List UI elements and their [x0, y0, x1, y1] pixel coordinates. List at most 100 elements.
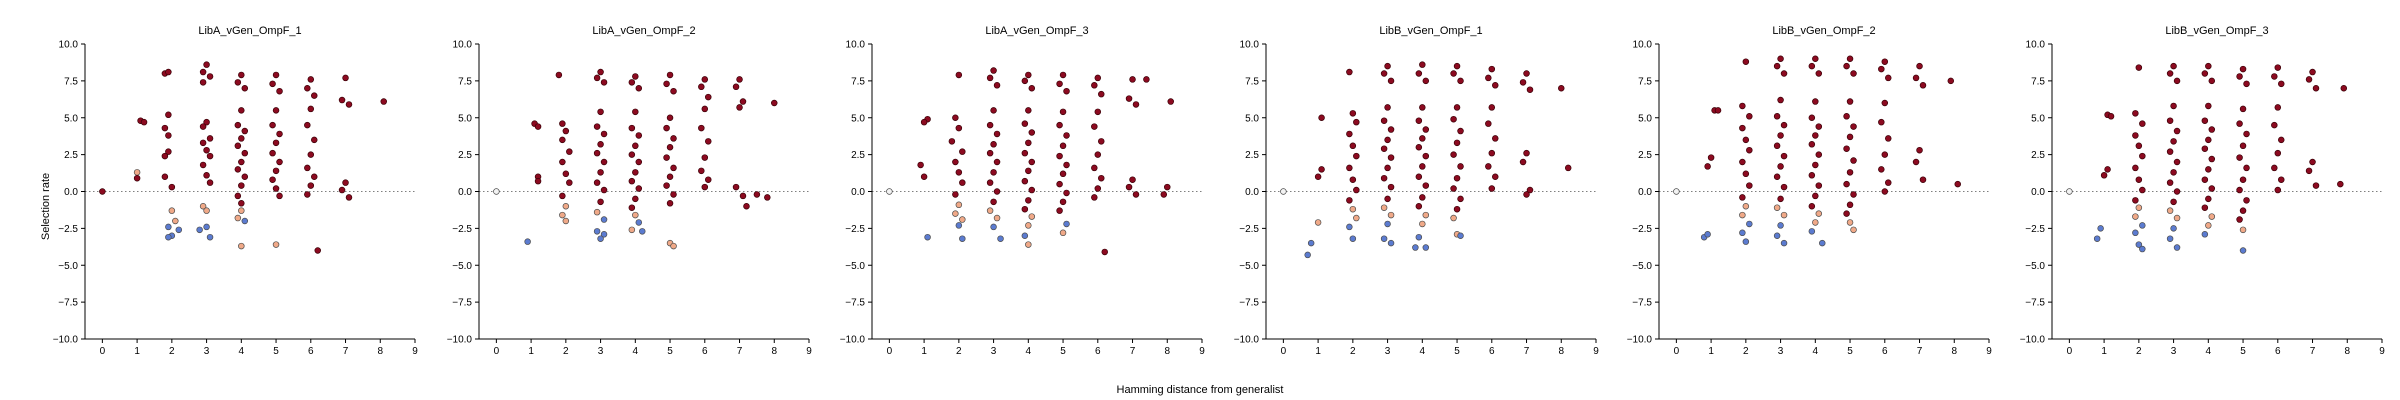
scatter-point [1457, 195, 1464, 203]
scatter-point [1164, 183, 1171, 191]
x-tick-label: 8 [377, 346, 383, 357]
y-tick-label: 10.0 [59, 40, 79, 51]
scatter-point [635, 219, 643, 226]
x-tick-label: 8 [771, 346, 777, 357]
scatter-point [1912, 74, 1920, 82]
scatter-point [1143, 76, 1150, 83]
panel-2: LibA_vGen_OmpF_2 −10.0 −7.5 −5.0 −2.5 0.0 2.5 5… [447, 25, 813, 357]
scatter-point [952, 191, 959, 198]
scatter-point [1954, 180, 1961, 188]
x-tick-label: 1 [2101, 346, 2107, 357]
scatter-point [1353, 152, 1360, 160]
scatter-point [632, 195, 639, 203]
y-tick-label: −10.0 [1627, 335, 1653, 346]
scatter-point [952, 210, 959, 217]
scatter-point [269, 80, 276, 88]
scatter-point [1812, 219, 1819, 226]
scatter-point [269, 121, 276, 129]
scatter-point [342, 74, 349, 82]
scatter-point [1846, 169, 1854, 176]
scatter-point [2166, 117, 2174, 124]
scatter-point [307, 182, 315, 189]
scatter-point [600, 79, 608, 86]
scatter-point [701, 183, 709, 191]
scatter-point [234, 121, 242, 129]
y-tick-label: 0.0 [64, 187, 78, 198]
scatter-point [1777, 132, 1784, 139]
scatter-point [1094, 185, 1102, 192]
scatter-point [234, 142, 242, 150]
scatter-point [1916, 62, 1923, 70]
scatter-point [2271, 164, 2278, 172]
scatter-point [593, 74, 601, 82]
scatter-point [2208, 185, 2216, 192]
scatter-point [2236, 73, 2243, 80]
scatter-point [986, 207, 994, 214]
scatter-point [593, 123, 601, 130]
scatter-point [140, 118, 148, 126]
scatter-point [1063, 189, 1070, 197]
scatter-point [2139, 245, 2146, 253]
scatter-point [597, 169, 604, 176]
scatter-point [1808, 172, 1816, 179]
scatter-point [1673, 188, 1680, 195]
scatter-point [2166, 207, 2174, 214]
scatter-point [597, 198, 604, 206]
scatter-point [524, 238, 531, 245]
scatter-point [1488, 185, 1496, 192]
scatter-point [986, 121, 994, 129]
y-tick-label: 7.5 [1638, 76, 1652, 87]
scatter-point [1739, 211, 1746, 219]
scatter-point [2139, 152, 2146, 160]
scatter-point [628, 151, 636, 158]
scatter-point [1094, 74, 1102, 82]
scatter-point [269, 176, 276, 183]
scatter-point [2201, 204, 2209, 211]
y-tick-label: 0.0 [1245, 187, 1259, 198]
scatter-point [1773, 142, 1781, 150]
scatter-point [670, 242, 677, 250]
scatter-point [161, 152, 169, 160]
scatter-point [238, 135, 245, 142]
scatter-point [1098, 138, 1105, 145]
scatter-point [99, 188, 106, 195]
scatter-point [238, 71, 245, 79]
y-tick-label: −7.5 [2025, 298, 2045, 309]
x-tick-label: 2 [956, 346, 962, 357]
scatter-point [1346, 164, 1353, 172]
x-tick-label: 2 [1350, 346, 1356, 357]
scatter-point [670, 164, 677, 172]
scatter-point [1059, 71, 1067, 79]
scatter-point [1777, 163, 1784, 170]
scatter-point [1843, 113, 1850, 120]
scatter-point [666, 200, 674, 207]
scatter-point [990, 198, 997, 206]
scatter-point [2132, 197, 2139, 204]
panel-title: LibA_vGen_OmpF_3 [985, 25, 1088, 37]
scatter-point [1304, 251, 1311, 259]
x-tick-label: 3 [2171, 346, 2177, 357]
scatter-point [1704, 163, 1711, 170]
scatter-point [593, 228, 601, 235]
scatter-point [1280, 188, 1287, 195]
scatter-point [632, 169, 639, 176]
scatter-point [238, 158, 245, 166]
scatter-point [2201, 145, 2209, 152]
scatter-point [952, 114, 959, 121]
scatter-point [199, 139, 207, 147]
scatter-point [2170, 62, 2177, 70]
scatter-point [238, 107, 245, 114]
scatter-point [1526, 186, 1534, 194]
x-tick-label: 8 [1164, 346, 1170, 357]
scatter-point [1419, 104, 1426, 111]
scatter-point [593, 179, 601, 186]
scatter-point [2135, 176, 2143, 183]
scatter-point [311, 173, 318, 181]
scatter-point [701, 76, 709, 83]
scatter-point [1846, 201, 1854, 209]
x-tick-label: 9 [1986, 346, 1992, 357]
scatter-point [133, 174, 141, 182]
x-tick-label: 5 [1847, 346, 1853, 357]
scatter-point [199, 123, 207, 130]
scatter-point [732, 183, 740, 191]
